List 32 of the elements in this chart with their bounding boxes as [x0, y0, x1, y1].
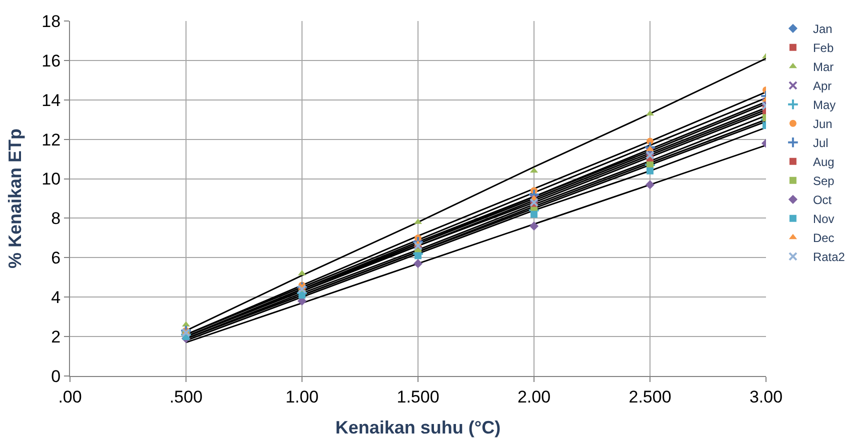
legend-label: Feb: [812, 41, 834, 56]
x-tick-label: .500: [169, 387, 203, 406]
legend-label: Oct: [812, 193, 832, 208]
y-tick-label: 14: [42, 90, 61, 110]
legend-label: Sep: [812, 174, 835, 188]
legend-label: Jul: [812, 136, 828, 150]
x-tick-label: 3.00: [749, 387, 783, 406]
x-tick-label: 2.00: [517, 387, 551, 406]
y-tick-label: 10: [42, 170, 61, 189]
legend-label: Aug: [812, 155, 834, 170]
x-tick-label: 1.500: [396, 387, 440, 406]
y-tick-label: 12: [42, 130, 61, 150]
legend-label: Dec: [812, 231, 834, 246]
y-tick-label: 4: [51, 288, 61, 308]
y-tick-label: 6: [51, 248, 61, 268]
x-axis-title: Kenaikan suhu (°C): [335, 418, 501, 438]
y-axis-title: % Kenaikan ETp: [4, 128, 25, 269]
y-tick-label: 2: [51, 328, 61, 347]
y-tick-label: 8: [51, 209, 61, 228]
x-tick-label: 1.00: [285, 387, 319, 406]
legend-label: Nov: [812, 212, 834, 226]
legend-label: Jan: [812, 22, 832, 36]
legend-label: Apr: [812, 79, 832, 94]
legend-label: Rata2: [812, 250, 846, 264]
legend-label: Jun: [812, 117, 832, 132]
y-tick-label: 16: [42, 51, 61, 70]
x-tick-label: .00: [58, 387, 82, 406]
y-tick-label: 0: [51, 366, 61, 386]
legend-label: Mar: [812, 60, 834, 74]
x-tick-label: 2.500: [628, 387, 672, 406]
legend-label: May: [812, 98, 836, 112]
y-tick-label: 18: [42, 12, 61, 31]
